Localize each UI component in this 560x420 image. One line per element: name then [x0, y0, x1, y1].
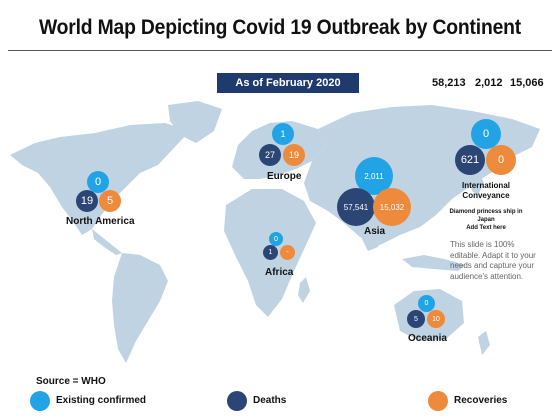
north-america-deaths-bubble: 19: [76, 190, 98, 212]
info-note-line3: needs and capture your: [450, 261, 535, 270]
indonesia-landmass: [402, 255, 466, 271]
oceania-deaths-bubble: 5: [407, 310, 425, 328]
africa-recoveries-bubble: -: [280, 245, 295, 260]
new-zealand-landmass: [478, 331, 490, 355]
oceania-label: Oceania: [408, 333, 447, 344]
greenland-landmass: [168, 101, 222, 143]
source-note: Source = WHO: [36, 376, 106, 387]
europe-confirmed-bubble: 1: [272, 123, 294, 145]
ship-note: Diamond princess ship in Japan Add Text …: [440, 208, 532, 232]
international-confirmed-bubble: 0: [471, 119, 501, 149]
ship-note-line1: Diamond princess ship in: [449, 209, 523, 215]
europe-label: Europe: [267, 171, 302, 182]
africa-label: Africa: [265, 267, 294, 278]
ship-note-line2: Japan: [477, 217, 495, 223]
legend-recoveries-swatch: [428, 391, 448, 411]
legend-deaths-label: Deaths: [253, 395, 287, 406]
title-divider: [8, 50, 552, 51]
central-america-landmass: [92, 229, 122, 255]
international-label-line2: Conveyance: [462, 191, 510, 200]
madagascar-landmass: [298, 277, 310, 303]
north-america-label: North America: [66, 216, 135, 227]
legend-deaths-swatch: [227, 391, 247, 411]
international-deaths-bubble: 621: [455, 145, 485, 175]
europe-recoveries-bubble: 19: [283, 144, 305, 166]
international-label-line1: International: [461, 181, 510, 190]
info-note-line4: audience's attention.: [450, 271, 524, 281]
north-america-confirmed-bubble: 0: [87, 171, 109, 193]
asia-label: Asia: [364, 226, 386, 237]
africa-confirmed-bubble: 0: [269, 232, 283, 246]
africa-deaths-bubble: 1: [263, 245, 278, 260]
legend-confirmed-label: Existing confirmed: [56, 395, 147, 406]
international-conveyance-label: International Conveyance: [440, 181, 532, 201]
ship-note-line3: Add Text here: [466, 225, 506, 231]
info-note: This slide is 100% editable. Adapt it to…: [450, 240, 550, 282]
total-recoveries: 15,066: [510, 77, 544, 89]
international-recoveries-bubble: 0: [486, 145, 516, 175]
europe-deaths-bubble: 27: [259, 144, 281, 166]
legend-confirmed-swatch: [30, 391, 50, 411]
total-confirmed: 58,213: [432, 77, 466, 89]
total-deaths: 2,012: [475, 77, 503, 89]
japan-landmass: [470, 171, 484, 195]
legend-recoveries-label: Recoveries: [454, 395, 508, 406]
info-note-line2: editable. Adapt it to your: [450, 250, 536, 260]
north-america-recoveries-bubble: 5: [99, 190, 121, 212]
oceania-confirmed-bubble: 0: [418, 295, 435, 312]
info-note-line1: This slide is 100%: [450, 240, 515, 249]
asia-recoveries-bubble: 15,032: [373, 188, 411, 226]
page-title: World Map Depicting Covid 19 Outbreak by…: [38, 16, 522, 39]
south-america-landmass: [112, 253, 168, 363]
date-banner: As of February 2020: [217, 73, 359, 93]
asia-deaths-bubble: 57,541: [337, 188, 375, 226]
oceania-recoveries-bubble: 10: [427, 310, 445, 328]
